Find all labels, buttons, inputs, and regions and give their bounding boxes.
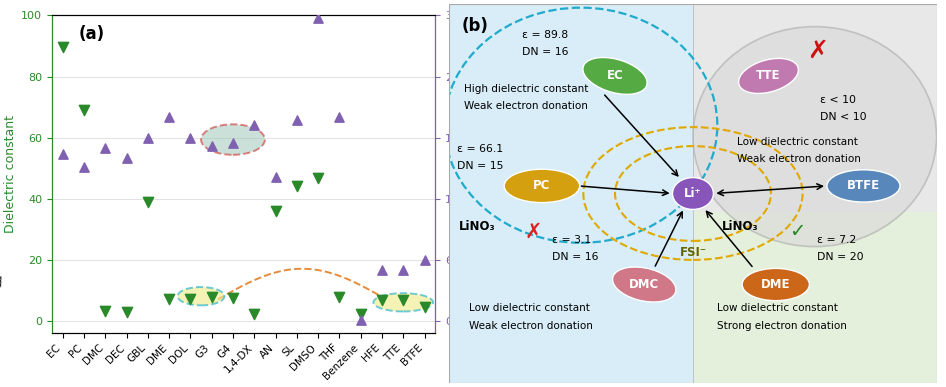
Point: [417, 304, 432, 310]
Text: High dielectric constant: High dielectric constant: [464, 84, 588, 94]
Point: [353, 317, 368, 323]
Text: Li⁺: Li⁺: [684, 187, 702, 200]
Point: [162, 296, 177, 302]
Ellipse shape: [827, 170, 900, 202]
Text: (b): (b): [462, 17, 488, 35]
Text: DME: DME: [761, 278, 791, 291]
Point: [247, 311, 262, 317]
Text: DN < 10: DN < 10: [819, 112, 867, 122]
Text: Low dielectric constant: Low dielectric constant: [469, 303, 589, 313]
Point: [395, 296, 411, 303]
Point: [225, 295, 240, 301]
Point: [417, 257, 432, 263]
Text: FSI⁻: FSI⁻: [679, 246, 707, 259]
Point: [119, 309, 134, 315]
Ellipse shape: [743, 269, 810, 301]
Text: Low dielectric constant: Low dielectric constant: [717, 303, 838, 313]
Text: ε = 3.1: ε = 3.1: [552, 235, 591, 245]
Text: Weak electron donation: Weak electron donation: [737, 154, 861, 164]
Point: [289, 183, 305, 190]
Text: LiNO₃: LiNO₃: [722, 220, 759, 233]
Circle shape: [673, 178, 713, 209]
Text: DN = 15: DN = 15: [457, 161, 503, 171]
Ellipse shape: [612, 267, 676, 302]
Text: TTE: TTE: [756, 69, 780, 82]
Text: Strong electron donation: Strong electron donation: [717, 320, 848, 330]
Point: [375, 267, 390, 273]
Text: ✓: ✓: [789, 222, 806, 241]
Point: [55, 151, 70, 157]
Ellipse shape: [692, 27, 937, 247]
Point: [247, 122, 262, 128]
Bar: [692, 212, 937, 383]
Text: ✗: ✗: [525, 222, 542, 242]
Point: [77, 107, 92, 113]
Text: PC: PC: [534, 180, 551, 192]
Text: EC: EC: [606, 69, 623, 82]
Point: [204, 142, 219, 149]
Point: [140, 199, 155, 205]
Text: ε = 89.8: ε = 89.8: [522, 31, 569, 40]
Point: [332, 114, 347, 120]
Point: [183, 134, 198, 140]
Point: [353, 310, 368, 317]
Point: [268, 208, 283, 214]
Text: DMC: DMC: [629, 278, 659, 291]
Point: [183, 296, 198, 302]
Point: [289, 117, 305, 123]
Text: ε = 7.2: ε = 7.2: [817, 235, 856, 245]
Text: DN = 16: DN = 16: [552, 252, 598, 262]
Bar: [692, 4, 937, 212]
Point: [55, 43, 70, 50]
Point: [119, 155, 134, 161]
Point: [140, 134, 155, 140]
Text: //: //: [0, 275, 4, 289]
Ellipse shape: [374, 293, 433, 312]
Point: [395, 267, 411, 273]
Point: [97, 145, 113, 151]
Ellipse shape: [583, 58, 647, 94]
Point: [77, 164, 92, 170]
Text: DN = 16: DN = 16: [522, 48, 569, 58]
Text: ✗: ✗: [807, 39, 828, 63]
Text: (a): (a): [79, 25, 105, 43]
Ellipse shape: [739, 58, 798, 93]
Point: [310, 175, 325, 181]
Point: [268, 174, 283, 180]
Point: [310, 14, 325, 21]
Text: Low dielectric constant: Low dielectric constant: [737, 137, 858, 147]
Text: BTFE: BTFE: [847, 180, 880, 192]
Text: Weak electron donation: Weak electron donation: [464, 101, 587, 111]
Bar: [449, 4, 692, 383]
Point: [332, 295, 347, 301]
Text: ε < 10: ε < 10: [819, 95, 855, 105]
Point: [225, 140, 240, 146]
Point: [162, 114, 177, 120]
Y-axis label: Donor number: Donor number: [465, 129, 479, 219]
Y-axis label: Dielectric constant: Dielectric constant: [4, 115, 17, 233]
Point: [204, 293, 219, 300]
Text: DN = 20: DN = 20: [817, 252, 864, 262]
Text: LiNO₃: LiNO₃: [459, 220, 496, 233]
Ellipse shape: [504, 169, 580, 203]
Point: [97, 308, 113, 314]
Text: ε = 66.1: ε = 66.1: [457, 144, 502, 154]
Point: [375, 297, 390, 303]
Text: //: //: [483, 275, 495, 289]
Ellipse shape: [178, 287, 224, 305]
Ellipse shape: [201, 124, 265, 155]
Text: Weak electron donation: Weak electron donation: [469, 320, 593, 330]
